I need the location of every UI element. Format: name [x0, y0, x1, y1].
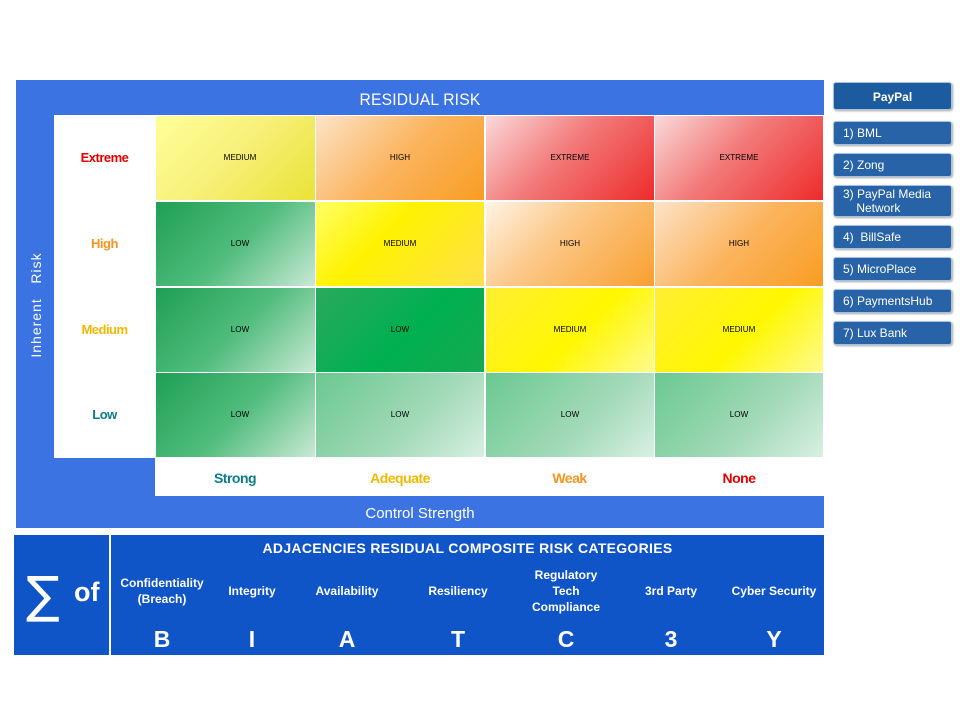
category-integrity: Integrity	[228, 584, 276, 598]
cell-rating: LOW	[390, 409, 410, 419]
control-strength-axis-label: Control Strength	[365, 505, 475, 522]
cell-rating: MEDIUM	[553, 324, 587, 334]
paypal-header-button[interactable]: PayPal	[833, 82, 952, 110]
row-label-high: High	[91, 236, 118, 251]
matrix-cell: LOW	[155, 287, 325, 373]
cell-rating: LOW	[230, 238, 250, 248]
col-label-strong: Strong	[213, 470, 257, 486]
sidebar-item-zong[interactable]: 2) Zong	[833, 153, 952, 177]
cell-rating: LOW	[230, 324, 250, 334]
matrix-cell: HIGH	[654, 201, 824, 287]
cell-rating: MEDIUM	[223, 152, 257, 162]
category-3rd-party: 3rd Party	[644, 584, 698, 598]
category-availability: Availability	[315, 584, 379, 598]
category-letter-t: T	[450, 626, 466, 652]
sidebar-item-paymentshub[interactable]: 6) PaymentsHub	[833, 289, 952, 313]
category-regulatory-tech-compliance: Regulatory Tech Compliance	[531, 568, 600, 614]
control-strength-panel	[155, 458, 824, 496]
sidebar-item-microplace[interactable]: 5) MicroPlace	[833, 257, 952, 281]
adjacencies-title: ADJACENCIES RESIDUAL COMPOSITE RISK CATE…	[262, 540, 673, 556]
category-letter-y: Y	[766, 626, 782, 652]
cell-rating: HIGH	[728, 238, 750, 248]
inherent-risk-axis-label: Inherent Risk	[28, 252, 44, 358]
residual-risk-title: RESIDUAL RISK	[359, 90, 481, 109]
category-resiliency: Resiliency	[428, 584, 488, 598]
matrix-cell: EXTREME	[485, 115, 655, 201]
adjacencies-panel	[14, 535, 824, 655]
matrix-cell: HIGH	[315, 115, 485, 201]
matrix-cell: LOW	[315, 372, 485, 458]
matrix-cell: MEDIUM	[315, 201, 485, 287]
sidebar-item-billsafe[interactable]: 4) BillSafe	[833, 225, 952, 249]
row-label-medium: Medium	[81, 322, 128, 337]
col-label-weak: Weak	[552, 470, 587, 486]
matrix-cell: LOW	[155, 372, 325, 458]
cell-rating: HIGH	[389, 152, 411, 162]
sidebar-item-paypal-media-network[interactable]: 3) PayPal Media Network	[833, 185, 952, 217]
cell-rating: LOW	[729, 409, 749, 419]
inherent-level-panel	[54, 115, 155, 458]
cell-rating: LOW	[390, 324, 410, 334]
matrix-cell: HIGH	[485, 201, 655, 287]
matrix-cell: LOW	[654, 372, 824, 458]
col-label-adequate: Adequate	[370, 470, 430, 486]
category-confidentiality: Confidentiality (Breach)	[120, 576, 204, 606]
cell-rating: EXTREME	[719, 152, 759, 162]
cell-rating: EXTREME	[550, 152, 590, 162]
sidebar-item-bml[interactable]: 1) BML	[833, 121, 952, 145]
cell-rating: LOW	[230, 409, 250, 419]
row-label-low: Low	[92, 407, 117, 422]
matrix-cell: MEDIUM	[485, 287, 655, 373]
col-label-none: None	[722, 470, 757, 486]
category-letter-b: B	[153, 626, 171, 652]
cell-rating: HIGH	[559, 238, 581, 248]
row-label-extreme: Extreme	[80, 150, 129, 165]
matrix-cell: LOW	[315, 287, 485, 373]
matrix-cell: LOW	[155, 201, 325, 287]
category-letter-a: A	[338, 626, 356, 652]
category-letter-c: C	[557, 626, 575, 652]
of-label: of	[74, 577, 100, 607]
category-letter-i: I	[248, 626, 256, 652]
matrix-cell: MEDIUM	[654, 287, 824, 373]
cell-rating: MEDIUM	[383, 238, 417, 248]
cell-rating: MEDIUM	[722, 324, 756, 334]
matrix-cell: MEDIUM	[155, 115, 325, 201]
sigma-symbol: ∑	[26, 566, 60, 624]
cell-rating: LOW	[560, 409, 580, 419]
sidebar-item-lux-bank[interactable]: 7) Lux Bank	[833, 321, 952, 345]
matrix-cell: LOW	[485, 372, 655, 458]
matrix-cell: EXTREME	[654, 115, 824, 201]
category-cyber-security: Cyber Security	[731, 584, 817, 598]
panel-divider	[109, 535, 111, 655]
category-letter-3: 3	[664, 626, 678, 652]
